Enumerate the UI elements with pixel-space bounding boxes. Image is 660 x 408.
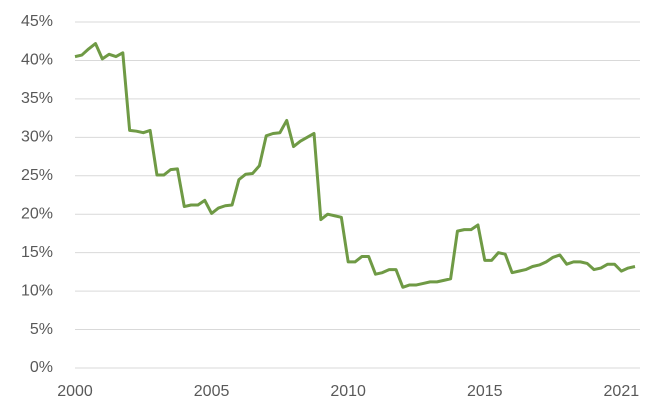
data-line xyxy=(74,42,636,289)
x-tick-label: 2021 xyxy=(604,383,640,400)
x-tick-label: 2010 xyxy=(330,383,366,400)
y-tick-label: 10% xyxy=(21,282,53,299)
x-tick-label: 2005 xyxy=(194,383,230,400)
y-tick-label: 5% xyxy=(30,321,53,338)
y-tick-label: 30% xyxy=(21,129,53,146)
y-tick-label: 45% xyxy=(21,13,53,30)
y-tick-label: 15% xyxy=(21,244,53,261)
y-tick-label: 40% xyxy=(21,52,53,69)
x-tick-label: 2015 xyxy=(467,383,503,400)
y-tick-label: 0% xyxy=(30,359,53,376)
y-tick-label: 25% xyxy=(21,167,53,184)
x-tick-label: 2000 xyxy=(57,383,93,400)
y-tick-label: 35% xyxy=(21,90,53,107)
y-tick-label: 20% xyxy=(21,205,53,222)
